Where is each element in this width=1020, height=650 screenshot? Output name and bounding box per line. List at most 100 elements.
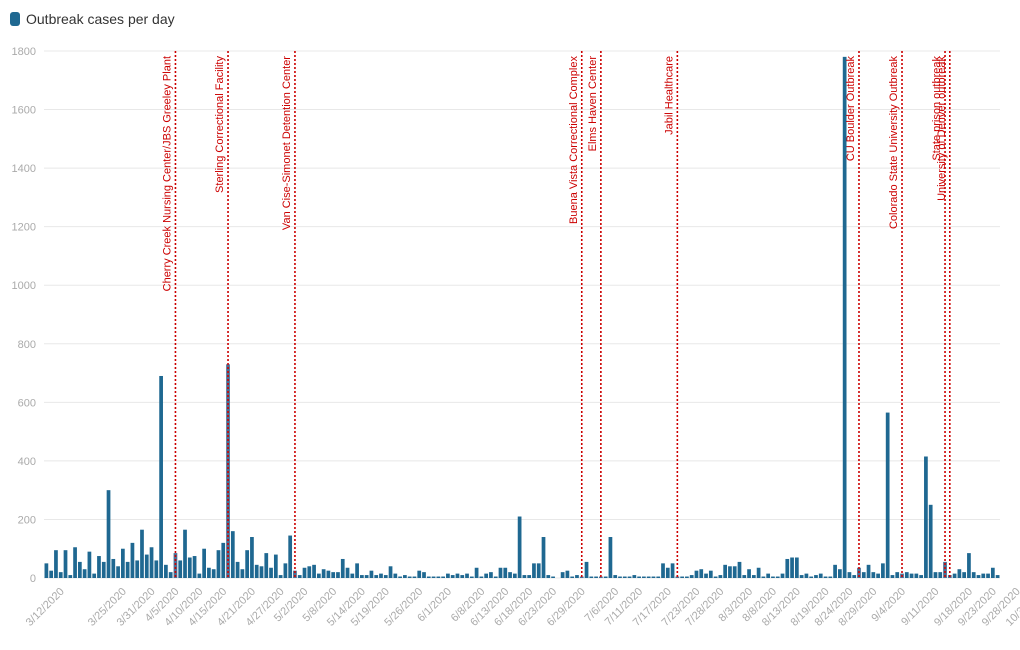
bar[interactable] (211, 569, 216, 578)
bar[interactable] (818, 573, 823, 578)
bar[interactable] (618, 576, 622, 578)
bar[interactable] (541, 537, 546, 578)
bar[interactable] (661, 563, 665, 578)
bar[interactable] (350, 573, 355, 578)
bar[interactable] (708, 570, 713, 578)
bar[interactable] (97, 556, 101, 578)
bar[interactable] (665, 567, 670, 578)
bar[interactable] (866, 564, 871, 578)
bar[interactable] (732, 566, 737, 578)
bar[interactable] (904, 572, 909, 578)
bar[interactable] (168, 572, 173, 578)
bar[interactable] (121, 548, 125, 578)
bar[interactable] (398, 576, 402, 578)
bar[interactable] (943, 561, 947, 578)
bar[interactable] (713, 576, 718, 578)
bar[interactable] (73, 547, 77, 578)
bar[interactable] (383, 575, 388, 578)
bar[interactable] (321, 569, 326, 578)
bar[interactable] (173, 553, 178, 578)
bar[interactable] (144, 554, 149, 578)
bar[interactable] (809, 576, 814, 578)
bar[interactable] (914, 573, 919, 578)
bar[interactable] (197, 573, 202, 578)
bar[interactable] (489, 572, 493, 578)
bar[interactable] (130, 542, 135, 578)
bar[interactable] (54, 550, 58, 578)
bar[interactable] (450, 575, 455, 578)
bar[interactable] (637, 576, 641, 578)
bar[interactable] (245, 550, 250, 578)
bar[interactable] (589, 576, 594, 578)
bar[interactable] (670, 563, 675, 578)
bar[interactable] (407, 576, 412, 578)
bar[interactable] (393, 573, 398, 578)
bar[interactable] (622, 576, 627, 578)
bar[interactable] (967, 553, 971, 578)
bar[interactable] (92, 573, 97, 578)
bar[interactable] (594, 576, 598, 578)
bar[interactable] (603, 576, 608, 578)
bar[interactable] (919, 575, 923, 578)
bar[interactable] (599, 576, 603, 578)
bar[interactable] (747, 569, 751, 578)
bar[interactable] (111, 558, 116, 578)
bar[interactable] (455, 573, 460, 578)
bar[interactable] (895, 572, 900, 578)
bar[interactable] (125, 561, 130, 578)
bar[interactable] (374, 575, 379, 578)
bar[interactable] (957, 569, 962, 578)
bar[interactable] (183, 529, 187, 578)
bar[interactable] (565, 570, 570, 578)
bar[interactable] (952, 573, 957, 578)
bar[interactable] (847, 572, 852, 578)
bar[interactable] (140, 529, 144, 578)
bar[interactable] (192, 556, 197, 578)
bar[interactable] (297, 575, 302, 578)
bar[interactable] (522, 575, 527, 578)
bar[interactable] (560, 572, 565, 578)
bar[interactable] (106, 490, 111, 578)
bar[interactable] (613, 575, 618, 578)
bar[interactable] (780, 573, 785, 578)
bar[interactable] (575, 575, 579, 578)
bar[interactable] (360, 575, 364, 578)
bar[interactable] (446, 573, 450, 578)
bar[interactable] (216, 550, 221, 578)
bar[interactable] (971, 572, 976, 578)
bar[interactable] (235, 561, 240, 578)
bar[interactable] (369, 570, 374, 578)
bar[interactable] (527, 575, 532, 578)
bar[interactable] (632, 575, 637, 578)
bar[interactable] (517, 516, 522, 578)
bar[interactable] (775, 576, 780, 578)
bar[interactable] (364, 575, 369, 578)
bar[interactable] (976, 575, 981, 578)
bar[interactable] (336, 572, 340, 578)
bar[interactable] (250, 537, 254, 578)
bar[interactable] (909, 573, 914, 578)
bar[interactable] (861, 572, 866, 578)
bar[interactable] (536, 563, 541, 578)
bar[interactable] (436, 576, 441, 578)
bar[interactable] (355, 563, 359, 578)
bar[interactable] (159, 375, 163, 578)
bar[interactable] (685, 576, 689, 578)
bar[interactable] (579, 576, 584, 578)
bar[interactable] (68, 575, 73, 578)
bar[interactable] (766, 573, 771, 578)
bar[interactable] (460, 575, 465, 578)
bar[interactable] (838, 569, 842, 578)
bar[interactable] (101, 561, 106, 578)
bar[interactable] (728, 566, 732, 578)
bar[interactable] (345, 567, 350, 578)
bar[interactable] (828, 576, 833, 578)
bar[interactable] (135, 560, 140, 578)
bar[interactable] (627, 576, 632, 578)
bar[interactable] (737, 561, 742, 578)
bar[interactable] (546, 575, 551, 578)
bar[interactable] (293, 570, 297, 578)
bar[interactable] (87, 551, 92, 578)
bar[interactable] (503, 567, 508, 578)
bar[interactable] (704, 573, 708, 578)
